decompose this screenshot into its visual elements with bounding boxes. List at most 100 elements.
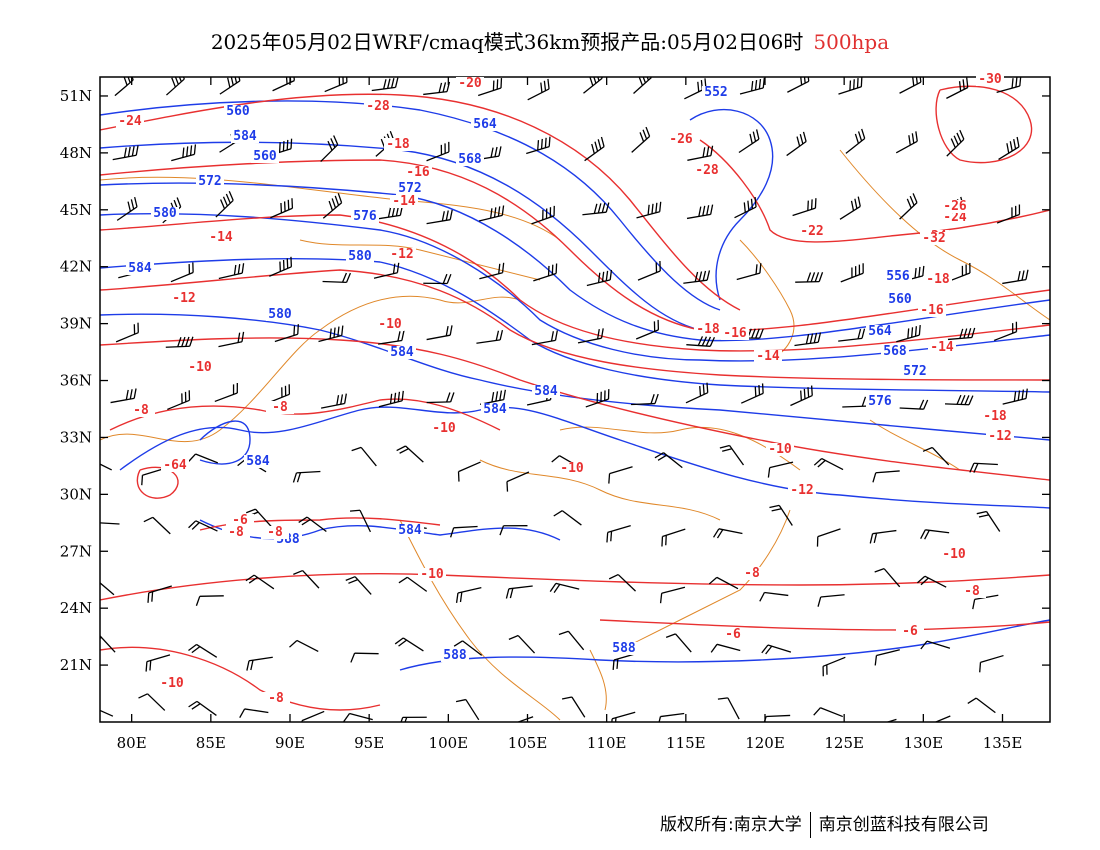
temperature-contour-label: -24 <box>118 114 142 129</box>
contour-label-bg <box>918 304 946 317</box>
temperature-contour-label: -8 <box>272 400 288 415</box>
y-tick-label: 24N <box>60 599 92 617</box>
wind-barb <box>426 325 453 341</box>
title-main: 2025年05月02日WRF/cmaq模式36km预报产品:05月02日06时 <box>210 30 804 54</box>
wind-barb <box>477 78 503 97</box>
plot-frame <box>99 76 1051 723</box>
height-contour-label: 564 <box>473 117 497 132</box>
wind-barb <box>423 81 451 96</box>
wind-barb <box>269 256 293 277</box>
wind-barb <box>553 510 582 526</box>
height-contour-label: 552 <box>704 85 727 100</box>
contour-label-bg <box>262 692 290 705</box>
temperature-contour-label: -26 <box>669 132 693 147</box>
wind-barb <box>350 652 379 663</box>
x-tick-label: 130E <box>904 734 944 752</box>
wind-barb <box>398 576 428 592</box>
contour-label-bg <box>127 404 155 417</box>
wind-barb <box>318 325 344 343</box>
wind-barb <box>769 504 793 526</box>
y-tick-label: 30N <box>60 485 92 503</box>
height-contour-label: 584 <box>483 402 507 417</box>
contour-label-bg <box>161 459 189 472</box>
contour-label-bg <box>866 395 894 408</box>
wind-barb <box>558 630 585 651</box>
x-tick-label: 105E <box>508 734 548 752</box>
wind-barb <box>322 272 352 284</box>
temperature-contour-label: -8 <box>744 566 760 581</box>
wind-barb <box>449 525 478 538</box>
wind-barb <box>584 136 605 162</box>
wind-barb <box>171 144 197 162</box>
wind-barb <box>218 331 245 348</box>
x-axis: 80E 85E 90E 95E 100E 105E 110E 115E 120E 125E 130E… <box>117 77 1022 752</box>
wind-barb <box>719 444 745 466</box>
wind-barb <box>115 322 139 343</box>
wind-barb <box>100 582 115 596</box>
wind-barb <box>1002 388 1028 405</box>
contour-label-bg <box>261 526 289 539</box>
temperature-contour-label: -6 <box>902 624 918 639</box>
wind-barb <box>794 332 822 347</box>
contour-label-bg <box>376 318 404 331</box>
wind-barb <box>654 452 683 469</box>
wind-barb <box>838 77 863 95</box>
wind-barb <box>215 190 234 218</box>
wind-barb <box>371 77 399 92</box>
height-contour-label: 584 <box>534 384 558 399</box>
temperature-contour-label: -24 <box>943 210 967 225</box>
contour-label-bg <box>976 73 1004 86</box>
height-contour-label: 560 <box>226 104 250 119</box>
wind-barb <box>188 700 217 716</box>
temperature-contour-label: -10 <box>378 317 402 332</box>
contour-label-bg <box>884 270 912 283</box>
wind-barb <box>478 205 505 222</box>
wind-barb <box>506 471 530 492</box>
wind-barb <box>351 446 377 467</box>
contour-label-bg <box>226 514 254 527</box>
wind-barb <box>920 529 950 540</box>
wind-barb <box>792 198 817 217</box>
height-contour-label: 584 <box>233 129 257 144</box>
temperature-contour-label: -16 <box>406 165 430 180</box>
wind-barb <box>531 205 555 225</box>
y-tick-label: 51N <box>60 87 92 105</box>
temperature-contour-label: -14 <box>930 340 954 355</box>
wind-barb <box>586 269 613 287</box>
temperature-contour-label: -18 <box>926 272 950 287</box>
temperature-contour-label: -64 <box>163 458 187 473</box>
wind-barb <box>396 445 424 463</box>
wind-barb <box>787 77 810 93</box>
wind-barb <box>100 709 114 717</box>
contour-label-bg <box>351 210 379 223</box>
temperature-contour-label: -18 <box>983 409 1007 424</box>
wind-barb <box>661 528 686 547</box>
wind-barb <box>738 129 760 154</box>
wind-barb <box>872 470 900 483</box>
wind-barb <box>972 594 999 610</box>
wind-barb <box>170 262 194 283</box>
wind-barb <box>549 582 580 593</box>
wind-barb <box>274 324 299 343</box>
wind-barb <box>320 393 347 409</box>
y-tick-label: 39N <box>60 315 92 333</box>
wind-barb <box>967 697 996 714</box>
wind-barb <box>561 696 586 718</box>
contour-label-bg <box>896 625 924 638</box>
contour-label-bg <box>396 524 424 537</box>
x-tick-label: 120E <box>745 734 785 752</box>
contour-label-bg <box>941 200 969 213</box>
wind-barb <box>895 131 918 154</box>
y-tick-label: 42N <box>60 258 92 276</box>
contour-label-bg <box>266 401 294 414</box>
x-tick-label: 90E <box>275 734 305 752</box>
wind-barb <box>455 698 480 721</box>
chart-title: 2025年05月02日WRF/cmaq模式36km预报产品:05月02日06时 5… <box>0 26 1100 55</box>
contour-label-bg <box>941 211 969 224</box>
temperature-contour-label: -18 <box>696 322 720 337</box>
height-contour-label: 572 <box>198 174 221 189</box>
contour-label-bg <box>610 642 638 655</box>
wind-barb <box>426 209 453 225</box>
wind-barb <box>740 383 764 404</box>
